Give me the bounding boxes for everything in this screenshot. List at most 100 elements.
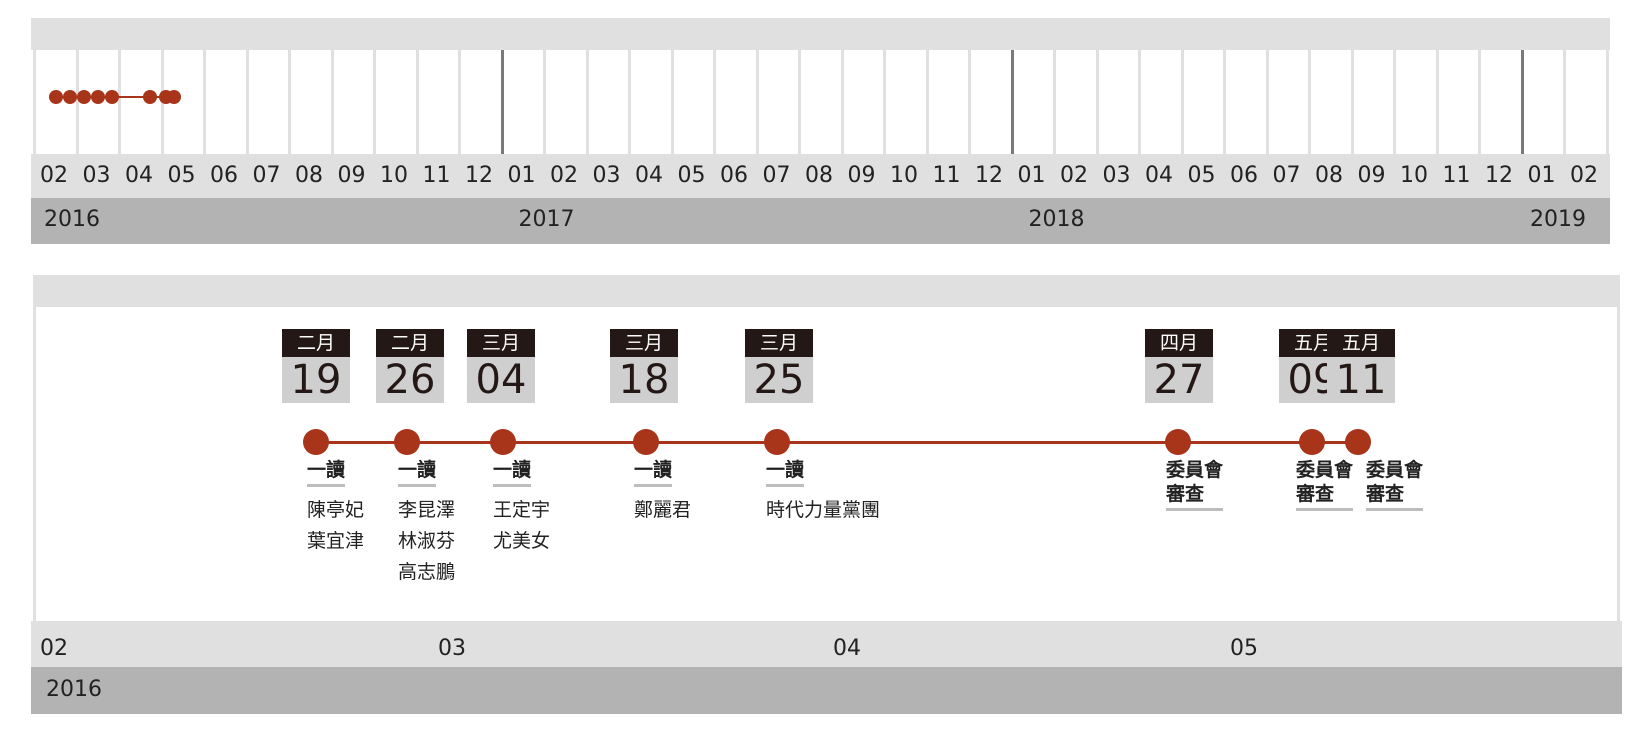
event-dot[interactable] xyxy=(1299,429,1325,455)
overview-grid-line xyxy=(1010,50,1014,154)
overview-grid-line xyxy=(1563,50,1566,154)
event-details: 一讀 鄭麗君 xyxy=(634,458,691,526)
event-date-badge[interactable]: 二月 19 xyxy=(282,329,350,403)
event-sponsor: 林淑芬 xyxy=(398,530,456,552)
overview-month-label: 02 xyxy=(1570,163,1598,188)
event-calendar-day: 04 xyxy=(467,357,535,403)
overview-event-dot[interactable] xyxy=(77,90,91,104)
overview-month-label: 08 xyxy=(1315,163,1343,188)
overview-grid-line xyxy=(1095,50,1099,154)
overview-event-dot[interactable] xyxy=(49,90,63,104)
overview-month-label: 04 xyxy=(125,163,153,188)
overview-grid-line xyxy=(1520,50,1524,154)
overview-month-label: 01 xyxy=(1527,163,1556,188)
overview-grid-line xyxy=(415,50,419,154)
overview-year-label: 2018 xyxy=(1028,207,1085,232)
overview-month-label: 08 xyxy=(805,163,833,188)
overview-plot-area[interactable] xyxy=(31,50,1610,154)
event-calendar-month: 四月 xyxy=(1145,329,1213,357)
event-date-badge[interactable]: 三月 18 xyxy=(610,329,678,403)
overview-month-label: 03 xyxy=(82,163,111,188)
event-dot[interactable] xyxy=(303,429,329,455)
overview-grid-line xyxy=(1265,50,1269,154)
overview-grid-line xyxy=(1435,50,1439,154)
event-dot[interactable] xyxy=(633,429,659,455)
overview-event-dot[interactable] xyxy=(63,90,77,104)
overview-month-label: 05 xyxy=(1187,163,1216,188)
overview-grid-line xyxy=(288,50,291,154)
event-sponsor: 李昆澤 xyxy=(398,499,456,521)
overview-year-label: 2017 xyxy=(518,207,575,232)
detail-year-band xyxy=(31,667,1622,714)
overview-grid-line xyxy=(798,50,801,154)
event-date-badge[interactable]: 五月 11 xyxy=(1327,329,1395,403)
event-stage-line: 委員會 xyxy=(1366,459,1424,481)
event-stage-line: 委員會 xyxy=(1166,459,1224,481)
event-dot[interactable] xyxy=(490,429,516,455)
overview-event-dot[interactable] xyxy=(167,90,181,104)
event-calendar-month: 二月 xyxy=(376,329,444,357)
overview-timeline[interactable]: 02 03 04 05 06 07 08 09 10 11 12 01 02 03 04 05 06 07 08 09… xyxy=(0,0,1652,250)
event-details: 一讀 王定宇 尤美女 xyxy=(493,458,550,557)
event-details: 委員會 審查 xyxy=(1366,458,1424,511)
overview-month-label: 01 xyxy=(507,163,536,188)
overview-grid-line xyxy=(755,50,759,154)
event-dot[interactable] xyxy=(1165,429,1191,455)
overview-month-label: 11 xyxy=(932,163,961,188)
event-sponsors: 王定宇 尤美女 xyxy=(493,495,550,557)
overview-event-dot[interactable] xyxy=(105,90,119,104)
detail-timeline[interactable]: 02 03 04 05 2016 二月 19 一讀 陳亭妃 葉宜津 二月 26 … xyxy=(0,270,1652,732)
event-sponsor: 高志鵬 xyxy=(398,561,456,583)
overview-month-label: 05 xyxy=(677,163,706,188)
overview-grid-line xyxy=(458,50,461,154)
event-details: 委員會 審查 xyxy=(1296,458,1354,511)
overview-event-dot[interactable] xyxy=(91,90,105,104)
overview-grid-line xyxy=(1308,50,1311,154)
overview-month-label: 09 xyxy=(847,163,876,188)
event-calendar-month: 三月 xyxy=(467,329,535,357)
event-dot[interactable] xyxy=(764,429,790,455)
event-stage-line: 審查 xyxy=(1296,483,1335,505)
event-date-badge[interactable]: 三月 25 xyxy=(745,329,813,403)
event-details: 一讀 陳亭妃 葉宜津 xyxy=(307,458,364,557)
event-date-badge[interactable]: 三月 04 xyxy=(467,329,535,403)
event-details: 一讀 時代力量黨團 xyxy=(766,458,880,526)
overview-month-label: 07 xyxy=(762,163,791,188)
detail-month-label: 04 xyxy=(833,636,861,661)
overview-month-label: 09 xyxy=(1357,163,1386,188)
event-stage: 委員會 審查 xyxy=(1296,458,1354,511)
overview-year-band xyxy=(31,198,1610,244)
event-details: 委員會 審查 xyxy=(1166,458,1224,511)
overview-month-label: 02 xyxy=(550,163,578,188)
overview-grid-line xyxy=(883,50,886,154)
overview-grid-line xyxy=(245,50,249,154)
event-stage: 一讀 xyxy=(307,458,346,487)
event-sponsors: 陳亭妃 葉宜津 xyxy=(307,495,364,557)
overview-grid-line xyxy=(118,50,121,154)
event-calendar-month: 三月 xyxy=(610,329,678,357)
overview-month-label: 06 xyxy=(210,163,238,188)
event-sponsor: 鄭麗君 xyxy=(634,499,692,521)
overview-month-label: 05 xyxy=(167,163,196,188)
event-calendar-day: 11 xyxy=(1327,357,1395,403)
detail-timeline-line xyxy=(316,441,1358,444)
event-date-badge[interactable]: 四月 27 xyxy=(1145,329,1213,403)
overview-grid-line xyxy=(1605,50,1609,154)
overview-month-label: 09 xyxy=(337,163,366,188)
event-date-badge[interactable]: 二月 26 xyxy=(376,329,444,403)
overview-month-label: 07 xyxy=(1272,163,1301,188)
overview-month-band xyxy=(31,154,1610,198)
event-dot[interactable] xyxy=(394,429,420,455)
overview-range-line xyxy=(112,96,168,98)
overview-event-dot[interactable] xyxy=(143,90,157,104)
event-dot[interactable] xyxy=(1345,429,1371,455)
event-calendar-month: 三月 xyxy=(745,329,813,357)
overview-month-label: 12 xyxy=(465,163,493,188)
overview-month-label: 10 xyxy=(890,163,918,188)
event-calendar-day: 25 xyxy=(745,357,813,403)
event-stage-line: 委員會 xyxy=(1296,459,1354,481)
detail-month-band xyxy=(31,621,1622,667)
overview-grid-line xyxy=(203,50,206,154)
overview-grid-line xyxy=(1180,50,1184,154)
event-stage: 一讀 xyxy=(766,458,805,487)
